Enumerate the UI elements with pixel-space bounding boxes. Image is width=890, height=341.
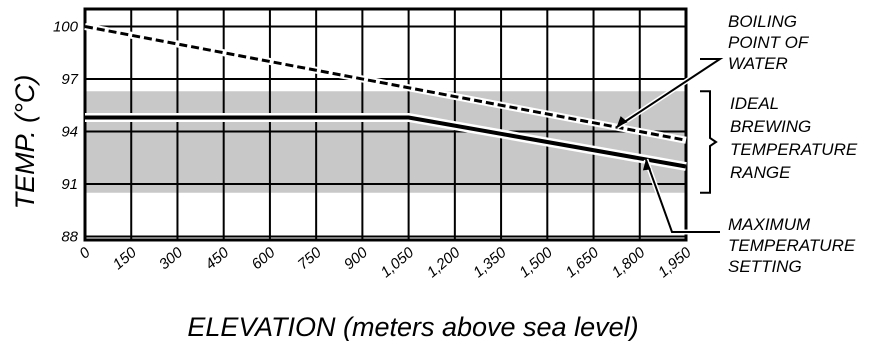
x-tick-label: 1,500 [516, 244, 556, 282]
x-tick-label: 600 [248, 244, 279, 274]
x-tick-label: 0 [76, 244, 94, 263]
annotation-2-line: BREWING [730, 117, 811, 136]
annotation-3-line: SETTING [728, 257, 802, 276]
series-layer [84, 23, 687, 171]
annotation-2-line: TEMPERATURE [730, 140, 858, 159]
annotation-1-line: POINT OF [728, 33, 810, 52]
boiling-pointer-arrow [616, 116, 628, 128]
x-tick-label: 750 [295, 244, 326, 274]
plot-frame [83, 7, 688, 242]
annotation-1-line: BOILING [728, 12, 797, 31]
x-tick-label: 150 [110, 244, 141, 274]
series-line-maximum-temperature-setting [85, 115, 687, 169]
y-tick-label: 100 [53, 19, 79, 36]
annotation-3-line: MAXIMUM [728, 215, 811, 234]
series-line-boiling-point-of-water [84, 25, 687, 142]
annotation-3-line: TEMPERATURE [728, 236, 856, 255]
x-tick-label: 1,650 [562, 244, 602, 282]
x-tick-label: 1,800 [609, 244, 649, 282]
annotation-2-line: IDEAL [730, 94, 779, 113]
x-tick-label: 450 [202, 244, 233, 274]
x-tick-label: 1,350 [470, 244, 510, 282]
x-tick-label: 1,950 [655, 244, 695, 282]
ideal-range-band [85, 91, 686, 193]
y-tick-label: 94 [61, 124, 78, 141]
y-tick-label: 91 [61, 176, 78, 193]
boiling-pointer [616, 58, 724, 128]
annotations: BOILING POINT OF WATER IDEAL BREWING TEMPERAT… [728, 12, 858, 276]
y-axis-title: TEMP. (°C) [10, 75, 40, 210]
y-tick-label: 97 [61, 71, 78, 88]
max-pointer [644, 159, 720, 233]
ideal-range-bracket [700, 90, 718, 194]
x-tick-label: 900 [341, 244, 372, 274]
x-tick-label: 300 [156, 244, 187, 274]
x-tick-label: 1,050 [377, 244, 417, 282]
max-pointer-arrow [642, 159, 651, 171]
annotation-pointers [615, 56, 729, 235]
annotation-1-line: WATER [728, 54, 788, 73]
x-axis-title: ELEVATION (meters above sea level) [187, 312, 638, 341]
y-tick-label: 88 [61, 229, 78, 246]
annotation-2-line: RANGE [730, 163, 791, 182]
x-tick-label: 1,200 [424, 244, 464, 282]
